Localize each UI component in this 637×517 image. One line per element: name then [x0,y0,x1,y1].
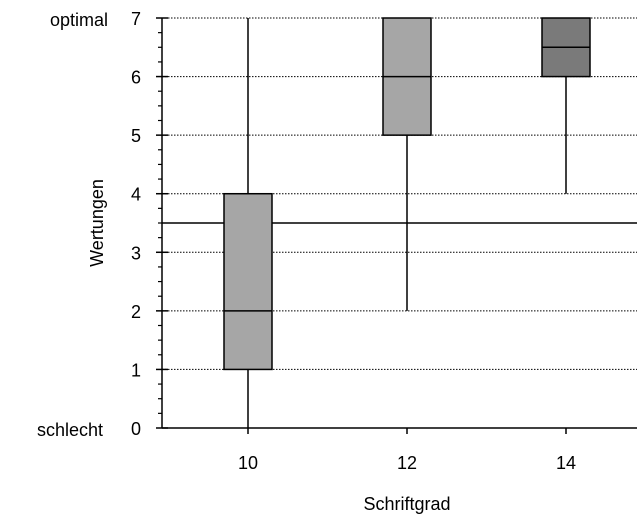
y-tick-label-1: 1 [131,360,141,380]
x-ticks: 10 12 14 [238,428,576,473]
y-tick-label-0: 0 [131,419,141,439]
y-tick-label-6: 6 [131,68,141,88]
y-label-high: optimal [50,10,108,30]
y-tick-label-7: 7 [131,9,141,29]
x-tick-label-12: 12 [397,453,417,473]
x-tick-label-10: 10 [238,453,258,473]
box-10 [223,192,273,371]
y-label-low: schlecht [37,420,103,440]
x-tick-label-14: 14 [556,453,576,473]
y-tick-label-3: 3 [131,243,141,263]
y-tick-label-2: 2 [131,302,141,322]
y-ticks: 0 1 2 3 4 5 6 7 [131,9,168,439]
boxes [223,17,591,428]
y-axis-title: Wertungen [87,179,107,267]
y-tick-label-5: 5 [131,126,141,146]
x-axis-title: Schriftgrad [363,494,450,514]
y-tick-label-4: 4 [131,185,141,205]
